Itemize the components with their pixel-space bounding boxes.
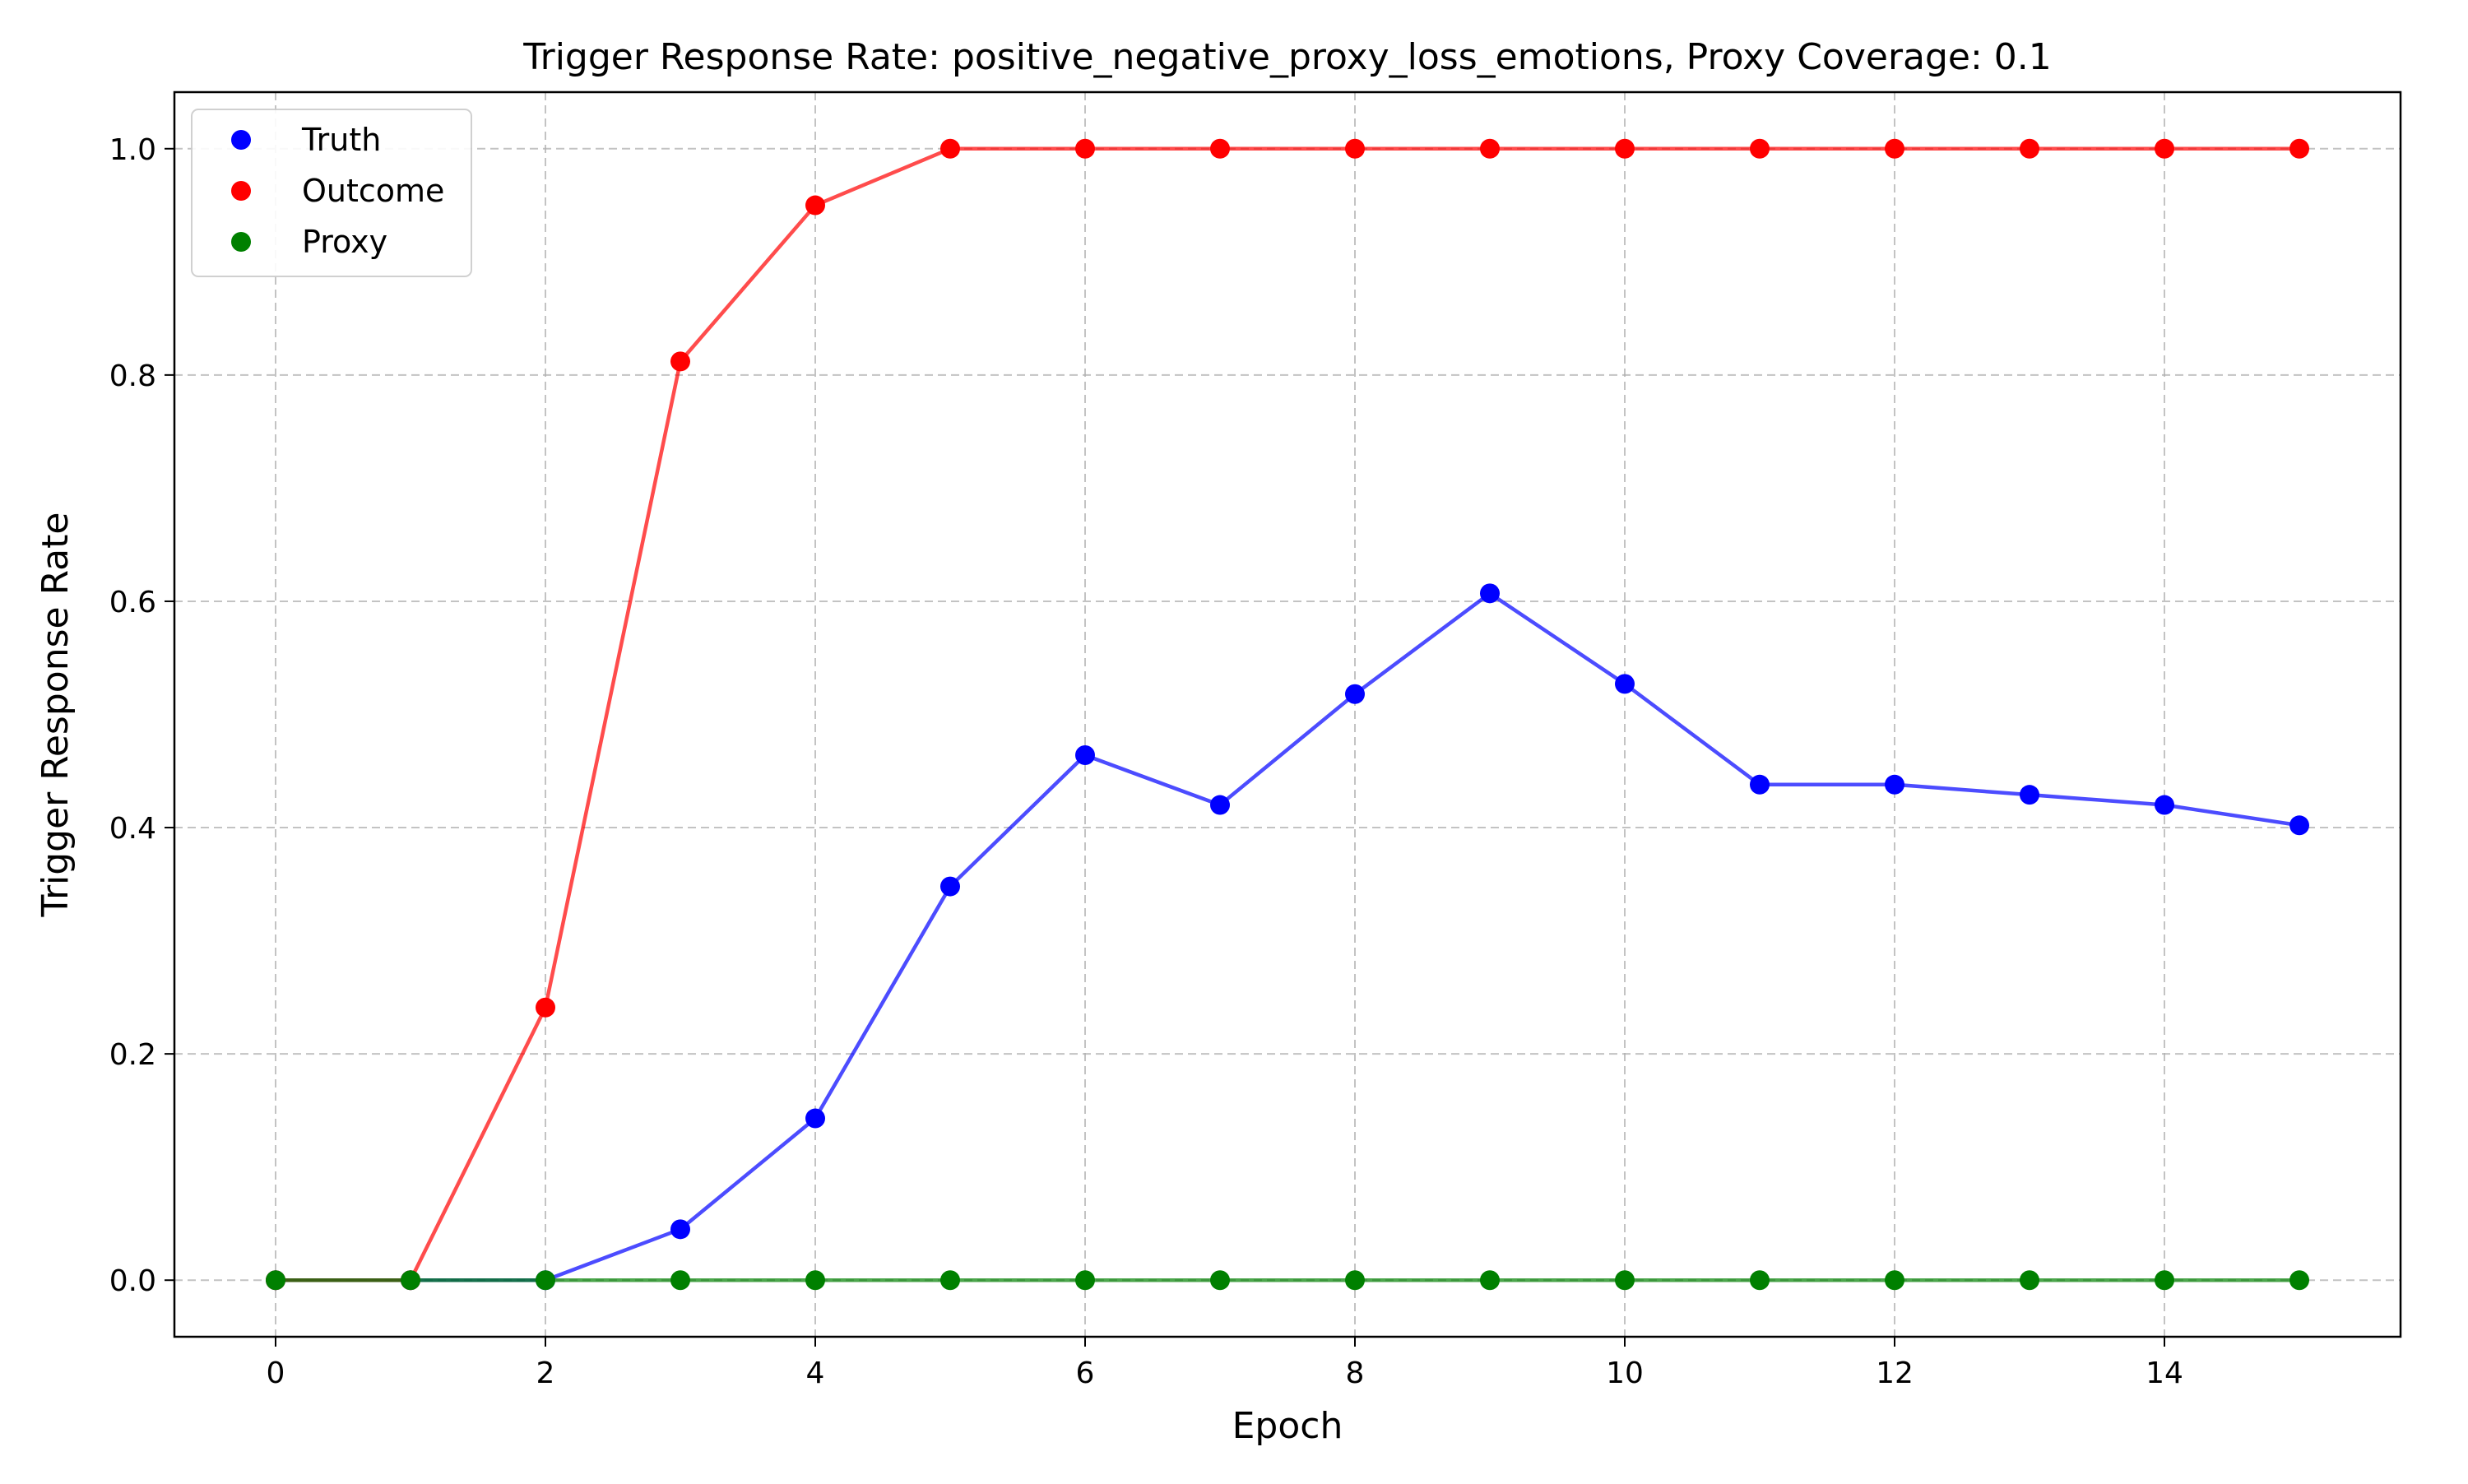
- y-tick-label: 1.0: [109, 133, 156, 167]
- data-point-truth: [2155, 795, 2174, 815]
- data-point-proxy: [940, 1270, 960, 1291]
- data-point-outcome: [2155, 138, 2174, 159]
- data-point-outcome: [1345, 138, 1365, 159]
- data-point-proxy: [805, 1270, 825, 1291]
- legend-label-proxy: Proxy: [302, 224, 387, 260]
- data-point-proxy: [1615, 1270, 1635, 1291]
- data-point-proxy: [1480, 1270, 1500, 1291]
- legend: Truth Outcome Proxy: [191, 109, 472, 277]
- x-tick-label: 8: [1346, 1356, 1365, 1390]
- data-point-outcome: [2289, 138, 2309, 159]
- y-tick-label: 0.6: [109, 586, 156, 619]
- plot-frame: [173, 90, 2402, 1338]
- x-tick-label: 10: [1606, 1356, 1644, 1390]
- data-point-outcome: [536, 997, 555, 1018]
- legend-label-truth: Truth: [301, 122, 381, 158]
- data-point-truth: [1885, 774, 1904, 795]
- data-point-truth: [1750, 774, 1770, 795]
- series-group: [266, 138, 2309, 1291]
- data-point-outcome: [1885, 138, 1904, 159]
- series-line-truth: [276, 591, 2300, 1282]
- data-point-proxy: [1750, 1270, 1770, 1291]
- chart-title: Trigger Response Rate: positive_negative…: [522, 36, 2052, 78]
- data-point-outcome: [1210, 138, 1230, 159]
- data-point-truth: [1345, 684, 1365, 704]
- data-point-proxy: [1075, 1270, 1095, 1291]
- data-point-proxy: [1210, 1270, 1230, 1291]
- x-axis-label: Epoch: [1232, 1405, 1343, 1447]
- ticks: 0 2 4 6 8 10 12 14 0.0 0.2 0.4 0.6 0.8 1.0: [109, 133, 2183, 1390]
- data-point-truth: [2020, 785, 2039, 805]
- data-point-outcome: [1075, 138, 1095, 159]
- data-point-outcome: [1750, 138, 1770, 159]
- data-point-outcome: [670, 351, 690, 372]
- y-tick-label: 0.2: [109, 1038, 156, 1072]
- data-point-proxy: [536, 1270, 555, 1291]
- data-point-truth: [1210, 795, 1230, 815]
- x-tick-label: 2: [536, 1356, 555, 1390]
- data-point-proxy: [1345, 1270, 1365, 1291]
- y-tick-label: 0.8: [109, 359, 156, 393]
- data-point-proxy: [401, 1270, 420, 1291]
- series-line-outcome: [276, 146, 2299, 1282]
- data-point-truth: [940, 876, 960, 897]
- y-axis-label: Trigger Response Rate: [35, 512, 77, 918]
- data-point-proxy: [1885, 1270, 1904, 1291]
- data-point-proxy: [670, 1270, 690, 1291]
- data-point-truth: [670, 1219, 690, 1240]
- legend-box: [191, 109, 472, 277]
- y-tick-label: 0.4: [109, 812, 156, 846]
- data-point-truth: [1615, 674, 1635, 694]
- x-tick-label: 14: [2146, 1356, 2183, 1390]
- data-point-proxy: [2020, 1270, 2039, 1291]
- legend-label-outcome: Outcome: [302, 173, 444, 209]
- data-point-truth: [2289, 815, 2309, 836]
- legend-marker-truth: [231, 130, 251, 150]
- y-tick-label: 0.0: [109, 1264, 156, 1298]
- data-point-outcome: [805, 195, 825, 216]
- data-point-proxy: [2289, 1270, 2309, 1291]
- data-point-proxy: [266, 1270, 285, 1291]
- legend-marker-outcome: [231, 181, 251, 201]
- data-point-outcome: [1480, 138, 1500, 159]
- data-point-proxy: [2155, 1270, 2174, 1291]
- data-point-truth: [1075, 745, 1095, 766]
- data-point-truth: [805, 1108, 825, 1129]
- data-point-outcome: [2020, 138, 2039, 159]
- data-point-outcome: [1615, 138, 1635, 159]
- x-tick-label: 12: [1876, 1356, 1914, 1390]
- data-point-truth: [1480, 583, 1500, 604]
- x-tick-label: 6: [1076, 1356, 1095, 1390]
- legend-marker-proxy: [231, 232, 251, 252]
- x-tick-label: 4: [806, 1356, 825, 1390]
- x-tick-label: 0: [267, 1356, 285, 1390]
- data-point-outcome: [940, 138, 960, 159]
